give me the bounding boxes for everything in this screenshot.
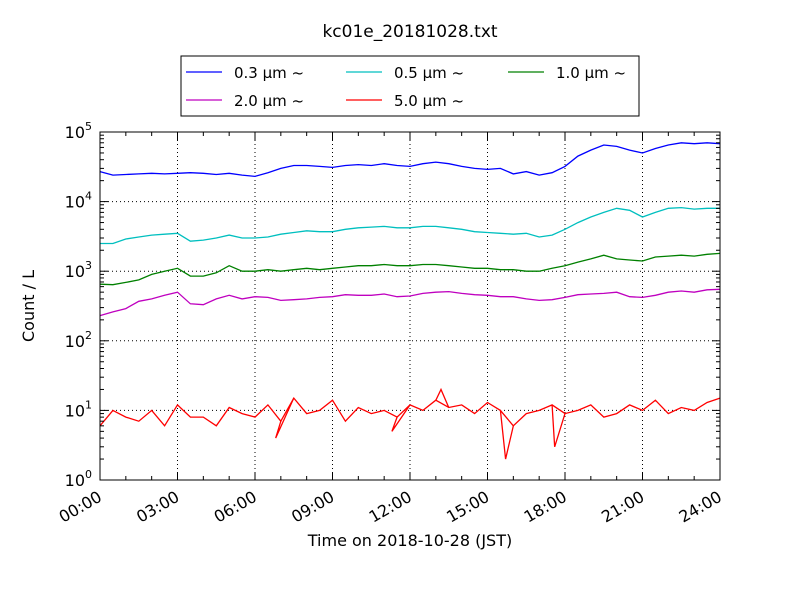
y-tick-label: 104 [65, 190, 92, 212]
y-axis: 100 101 102 103 104 105 [65, 120, 720, 490]
series-line-1 [100, 206, 720, 245]
series-spike-1 [551, 404, 566, 447]
y-tick-label: 101 [65, 398, 92, 420]
series-line-3 [99, 288, 721, 317]
legend-box [180, 55, 640, 117]
y-tick-label: 100 [65, 468, 92, 490]
legend-label-0: 0.3 μm ~ [234, 64, 304, 82]
series-line-0 [99, 142, 721, 178]
grid [100, 132, 720, 480]
legend-label-2: 1.0 μm ~ [556, 64, 626, 82]
legend-label-3: 2.0 μm ~ [234, 92, 304, 110]
x-axis-label: Time on 2018-10-28 (JST) [307, 531, 512, 550]
y-tick-label: 102 [65, 329, 92, 351]
legend-label-1: 0.5 μm ~ [394, 64, 464, 82]
y-axis-label: Count / L [19, 270, 38, 342]
series-spike-3 [391, 404, 411, 432]
plot-series [99, 142, 721, 460]
y-tick-label: 103 [65, 259, 92, 281]
series-spike-2 [275, 397, 295, 439]
series-spike-4 [435, 387, 450, 408]
series-spike-0 [499, 410, 514, 460]
legend-label-4: 5.0 μm ~ [394, 92, 464, 110]
chart-title: kc01e_20181028.txt [322, 22, 497, 42]
y-tick-label: 105 [65, 120, 92, 142]
legend: 0.3 μm ~ 0.5 μm ~ 1.0 μm ~ 2.0 μm ~ 5.0 μm ~ [180, 55, 640, 117]
series-line-2 [99, 252, 721, 286]
